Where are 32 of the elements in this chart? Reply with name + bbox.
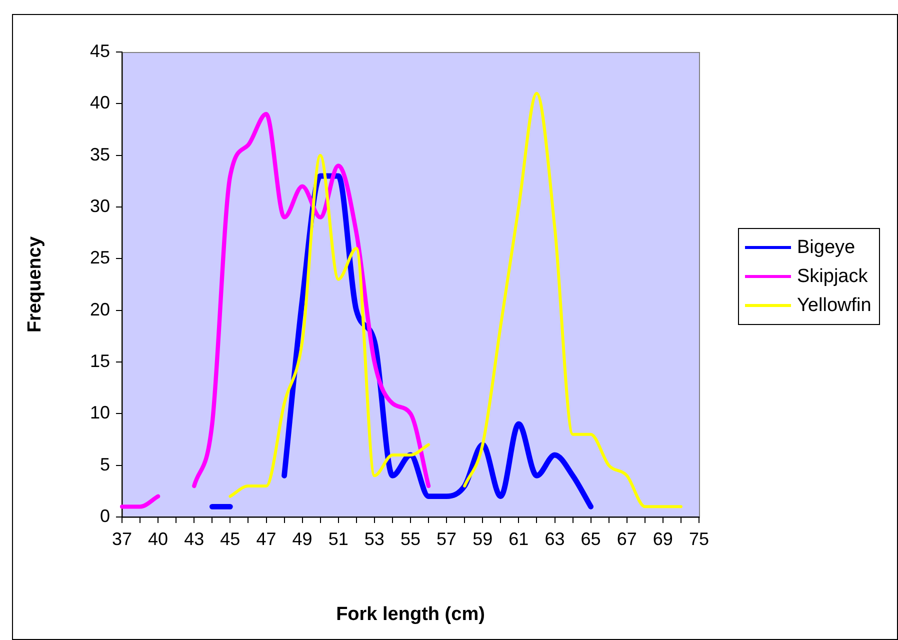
x-tick-label: 55 — [400, 528, 421, 549]
y-tick-label: 20 — [90, 299, 110, 320]
x-tick-label: 69 — [652, 528, 673, 549]
y-tick-label: 5 — [100, 454, 110, 474]
x-tick-label: 61 — [508, 528, 529, 549]
y-tick-label: 30 — [90, 196, 110, 216]
x-tick-label: 47 — [256, 528, 276, 549]
y-tick-label: 35 — [90, 144, 110, 164]
y-tick-label: 25 — [90, 248, 110, 268]
y-tick-label: 40 — [90, 92, 110, 113]
x-tick-label: 75 — [688, 528, 710, 549]
x-tick-label: 53 — [364, 528, 384, 549]
y-tick-label: 0 — [100, 506, 110, 526]
x-tick-label: 57 — [436, 528, 457, 549]
x-tick-label: 67 — [616, 528, 637, 549]
x-tick-label: 63 — [544, 528, 565, 549]
x-tick-label: 51 — [328, 528, 348, 549]
legend-label: Bigeye — [797, 236, 856, 258]
x-tick-label: 49 — [292, 528, 312, 549]
y-tick-label: 45 — [90, 40, 110, 61]
x-tick-label: 65 — [580, 528, 601, 549]
y-axis-title: Frequency — [24, 236, 46, 333]
y-tick-label: 10 — [90, 402, 110, 423]
legend-label: Yellowfin — [797, 294, 872, 316]
legend-label: Skipjack — [797, 266, 868, 288]
x-axis-title: Fork length (cm) — [336, 604, 485, 625]
x-tick-label: 43 — [184, 528, 204, 549]
x-tick-label: 59 — [472, 528, 493, 549]
x-tick-label: 37 — [112, 528, 132, 549]
x-tick-label: 40 — [148, 528, 168, 549]
x-tick-label: 45 — [220, 528, 240, 549]
y-tick-label: 15 — [90, 350, 110, 371]
